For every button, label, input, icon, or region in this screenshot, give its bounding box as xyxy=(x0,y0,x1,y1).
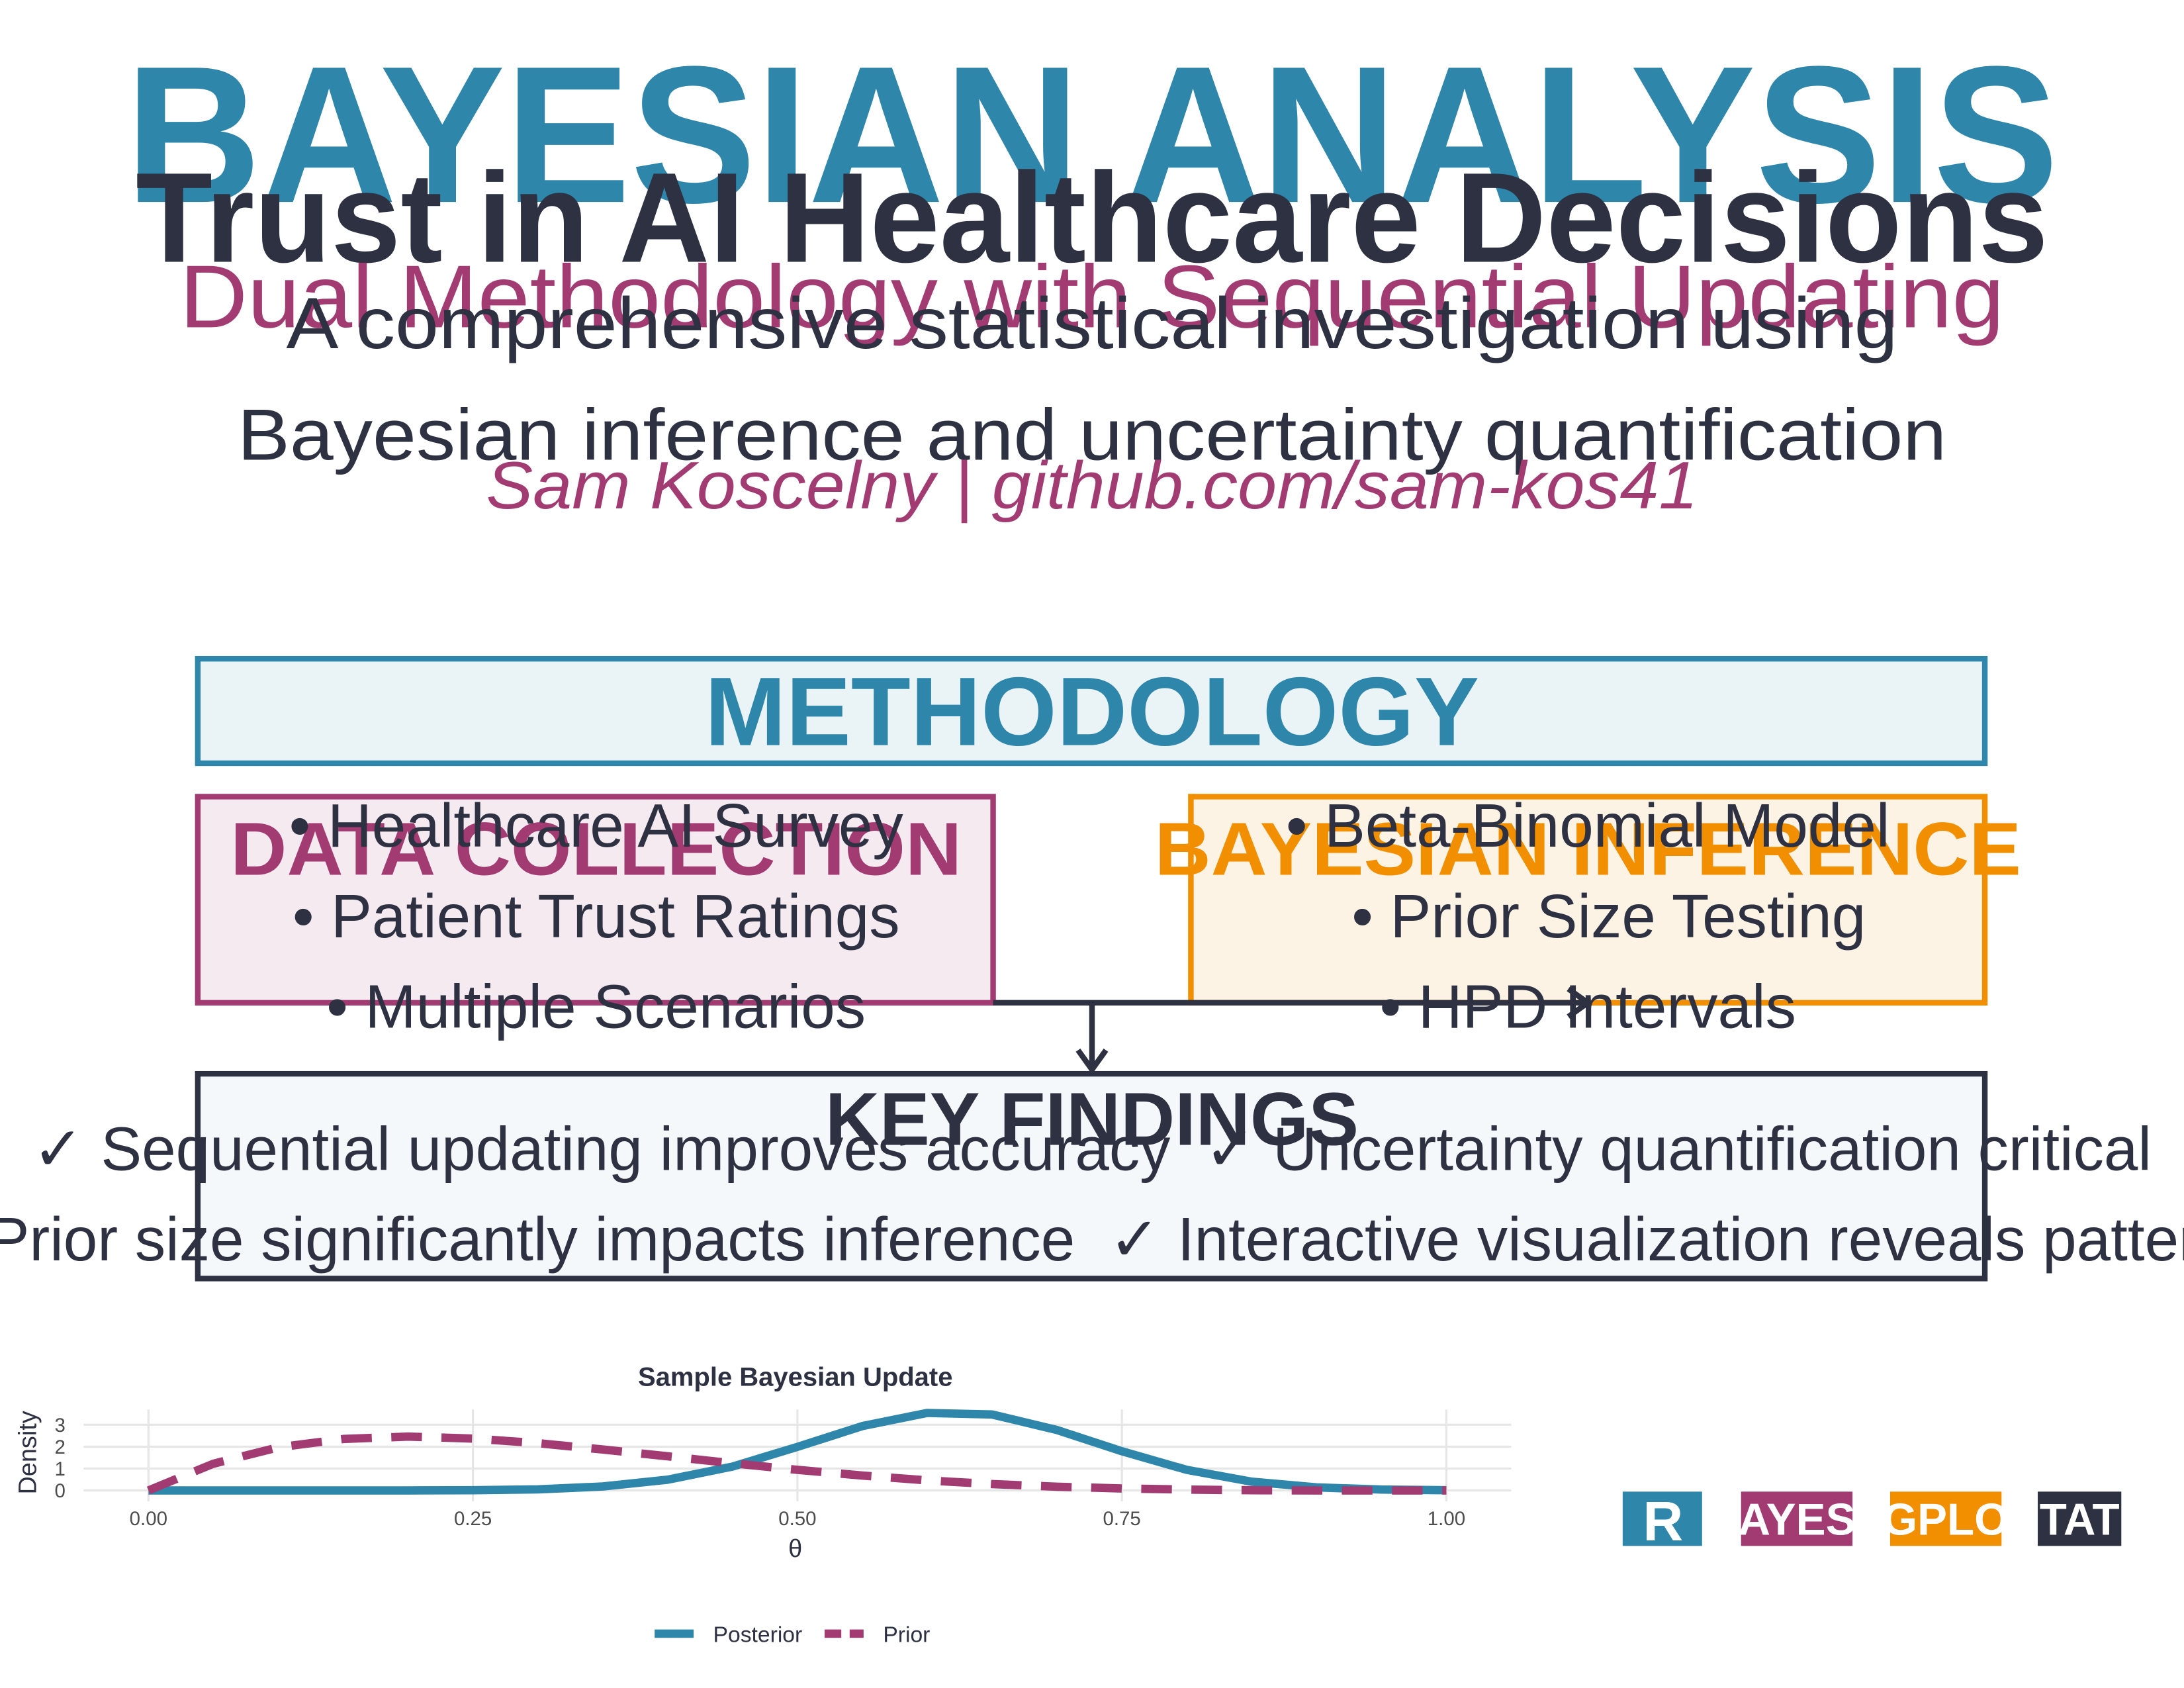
y-tick-label: 2 xyxy=(55,1436,66,1458)
description-line: A comprehensive statistical investigatio… xyxy=(286,283,1897,364)
legend-label: Prior xyxy=(883,1623,930,1648)
bullet: • Healthcare AI Survey xyxy=(289,791,904,860)
badge-label: R xyxy=(1643,1490,1683,1552)
series-line xyxy=(148,1409,1447,1495)
badge xyxy=(1741,1491,1853,1546)
bullet: • Prior Size Testing xyxy=(1351,882,1866,951)
connector-arrows xyxy=(993,986,1593,1075)
key-findings-title: KEY FINDINGS xyxy=(825,1077,1359,1161)
bullet: • Patient Trust Ratings xyxy=(293,882,900,951)
bullet: • HPD Intervals xyxy=(1380,972,1796,1041)
description-line: Bayesian inference and uncertainty quant… xyxy=(238,395,1946,475)
badges: R BAYESD GPLO TAT xyxy=(1622,1490,2122,1552)
box-title: DATA COLLECTION xyxy=(230,807,962,891)
x-tick-label: 0.50 xyxy=(778,1508,816,1530)
x-tick-label: 0.25 xyxy=(454,1508,492,1530)
bayesian-inference-box xyxy=(1188,794,1988,1006)
legend-label: Posterior xyxy=(713,1623,803,1648)
y-axis-label: Density xyxy=(15,1411,42,1494)
y-tick-label: 3 xyxy=(55,1415,66,1436)
x-tick-label: 0.00 xyxy=(130,1508,167,1530)
finding-line: ✓ Prior size significantly impacts infer… xyxy=(0,1205,2184,1274)
tagline: Dual Methodology with Sequential Updatin… xyxy=(179,246,2004,346)
main-title: BAYESIAN ANALYSIS xyxy=(125,26,2058,244)
badge xyxy=(2038,1491,2122,1546)
badge xyxy=(1889,1491,2002,1546)
badge-label: BAYESD xyxy=(1706,1495,1888,1545)
author: Sam Koscelny | github.com/sam-kos41 xyxy=(486,449,1698,523)
badge-label: GPLO xyxy=(1883,1495,2009,1545)
data-collection-box xyxy=(195,794,996,1006)
methodology-box xyxy=(195,655,1988,767)
y-tick-label: 0 xyxy=(55,1480,66,1502)
methodology-title: METHODOLOGY xyxy=(705,658,1479,767)
x-tick-label: 0.75 xyxy=(1103,1508,1141,1530)
y-tick-label: 1 xyxy=(55,1458,66,1480)
bullet: • Beta-Binomial Model xyxy=(1286,791,1889,860)
badge xyxy=(1622,1491,1702,1546)
badge-label: TAT xyxy=(2040,1495,2120,1545)
series-line xyxy=(146,1432,1447,1495)
x-tick-label: 1.00 xyxy=(1428,1508,1465,1530)
box-title: BAYESIAN INFERENCE xyxy=(1155,807,2021,891)
key-findings-box xyxy=(195,1070,1988,1282)
x-axis-label: θ xyxy=(788,1535,802,1563)
bullet: • Multiple Scenarios xyxy=(326,972,866,1041)
subtitle: Trust in AI Healthcare Decisions xyxy=(136,147,2048,290)
finding-line: ✓ Sequential updating improves accuracy … xyxy=(32,1114,2152,1183)
chart-title: Sample Bayesian Update xyxy=(638,1362,952,1391)
